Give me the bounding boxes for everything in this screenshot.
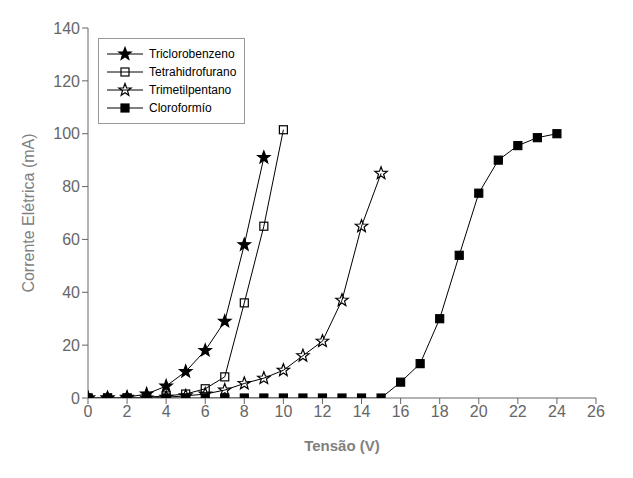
html-text:Trimetilpentano: Trimetilpentano <box>149 83 232 97</box>
svg-text:8: 8 <box>240 403 249 420</box>
svg-text:14: 14 <box>353 403 371 420</box>
svg-text:Tensão (V): Tensão (V) <box>304 437 380 454</box>
svg-text:40: 40 <box>62 284 80 301</box>
svg-text:22: 22 <box>509 403 527 420</box>
html-text:Tetrahidrofurano: Tetrahidrofurano <box>149 65 237 79</box>
svg-text:140: 140 <box>53 20 80 37</box>
svg-text:18: 18 <box>431 403 449 420</box>
svg-text:20: 20 <box>62 337 80 354</box>
svg-text:60: 60 <box>62 231 80 248</box>
svg-text:80: 80 <box>62 178 80 195</box>
svg-text:10: 10 <box>274 403 292 420</box>
svg-text:100: 100 <box>53 125 80 142</box>
svg-text:26: 26 <box>587 403 605 420</box>
svg-text:20: 20 <box>470 403 488 420</box>
svg-text:16: 16 <box>392 403 410 420</box>
svg-text:Corrente Elétrica (mA): Corrente Elétrica (mA) <box>20 133 37 292</box>
svg-text:6: 6 <box>201 403 210 420</box>
svg-text:4: 4 <box>162 403 171 420</box>
svg-text:2: 2 <box>123 403 132 420</box>
svg-text:12: 12 <box>314 403 332 420</box>
svg-text:0: 0 <box>71 390 80 407</box>
html-text:Triclorobenzeno: Triclorobenzeno <box>149 47 235 61</box>
html-text:Cloroformío: Cloroformío <box>149 101 212 115</box>
svg-text:0: 0 <box>84 403 93 420</box>
svg-text:24: 24 <box>548 403 566 420</box>
svg-text:120: 120 <box>53 73 80 90</box>
